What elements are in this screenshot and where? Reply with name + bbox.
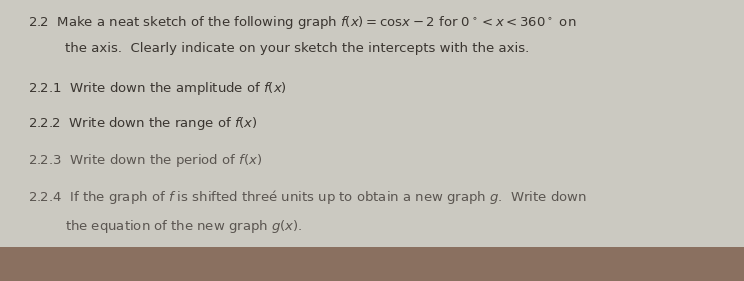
Text: 2.2.4  If the graph of $f$ is shifted threé units up to obtain a new graph $g$.: 2.2.4 If the graph of $f$ is shifted thr… [28,188,587,206]
Text: 2.2.3  Write down the period of $f(x)$: 2.2.3 Write down the period of $f(x)$ [28,152,262,169]
Text: 2.2.2  Write down the range of $f(x)$: 2.2.2 Write down the range of $f(x)$ [28,115,257,132]
Text: 2.2.1  Write down the amplitude of $f(x)$: 2.2.1 Write down the amplitude of $f(x)$ [28,80,287,97]
Text: 2.2  Make a neat sketch of the following graph $f(x) = \mathrm{cos}x - 2$ for $0: 2.2 Make a neat sketch of the following … [28,14,577,31]
Text: the axis.  Clearly indicate on your sketch the intercepts with the axis.: the axis. Clearly indicate on your sketc… [65,42,529,55]
Text: the equation of the new graph $g(x)$.: the equation of the new graph $g(x)$. [65,218,303,235]
FancyBboxPatch shape [0,247,744,281]
